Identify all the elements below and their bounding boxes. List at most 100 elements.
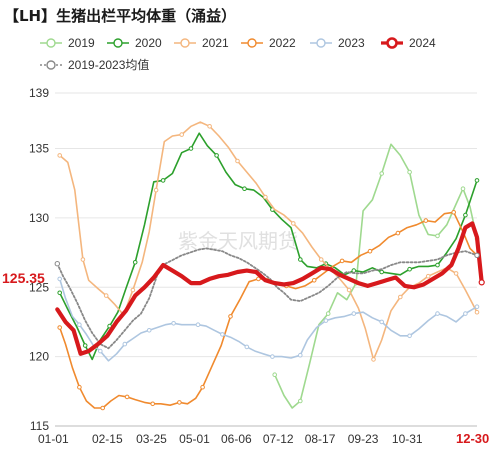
data-point [453,271,459,276]
data-point [435,262,440,268]
data-point [398,294,403,300]
end-point-2024 [478,279,485,286]
y-tick-label: 139 [29,86,49,100]
legend-label: 2024 [409,36,436,50]
data-point [351,311,357,316]
data-point [460,186,466,191]
data-point [150,401,155,407]
data-point [379,171,385,176]
data-point [407,333,412,339]
data-point [474,309,480,315]
data-point [146,328,152,333]
data-point [235,158,240,164]
legend: 2019 2020 2021 2022 2023 2024 2019-2023均值 [40,36,436,72]
series-2019-2023均值 [56,247,478,350]
data-point [318,257,324,262]
y-tick-label: 135 [29,142,49,156]
data-point [407,266,412,272]
last-value-callout: 125.35 [2,270,45,286]
x-tick-label: 07-12 [263,432,294,446]
data-point [298,257,303,262]
data-point [339,258,345,264]
data-point [379,269,385,275]
legend-marker [46,38,56,48]
data-point [351,268,357,273]
data-point [153,187,159,193]
data-point [177,400,182,405]
data-point [311,278,317,283]
data-point [57,153,63,158]
data-point [160,178,166,183]
data-point [298,352,303,358]
data-point [244,344,250,350]
x-tick-label: 09-23 [348,432,379,446]
data-point [188,146,194,151]
data-point [77,322,82,328]
legend-item-2020: 2020 [107,36,162,50]
legend-marker [180,38,190,48]
y-tick-label: 115 [30,419,49,433]
data-point [98,348,103,354]
legend-marker [247,38,257,48]
data-point [82,343,88,348]
data-point [214,153,219,158]
data-point [463,311,468,316]
start-point-mean [54,261,60,267]
x-tick-label: 10-31 [392,432,423,446]
data-point [256,276,261,282]
data-point [291,221,296,226]
data-point [395,230,401,236]
data-point [57,325,63,330]
x-tick-label: 08-17 [305,432,336,446]
data-point [57,276,63,282]
series-line-2019-2023均值 [56,247,478,350]
x-tick-label: 03-25 [136,432,167,446]
data-point [272,372,278,378]
series-2023 [57,276,480,362]
series-2024 [55,221,484,356]
data-point [100,405,105,411]
data-point [371,357,376,362]
data-point [474,304,480,310]
y-tick-label: 130 [29,211,49,225]
data-point [407,169,412,175]
legend-item-2024: 2024 [381,36,436,50]
data-point [220,332,225,337]
legend-label: 2023 [338,36,365,50]
legend-label: 2019-2023均值 [68,57,149,72]
data-point [367,248,373,254]
data-point [451,210,457,215]
data-point [435,311,440,316]
data-point [325,311,331,316]
end-point-mean [474,252,480,259]
data-point [435,233,440,239]
legend-label: 2020 [135,36,162,50]
data-point [228,314,233,319]
data-point [171,321,176,326]
x-axis-ticks: 01-01 02-15 03-25 05-01 06-06 07-12 08-17 09-23… [38,432,423,446]
legend-item-2019-2023均值: 2019-2023均值 [40,57,149,72]
data-point [207,124,212,129]
legend-marker [386,37,398,49]
data-point [474,178,480,183]
data-point [379,319,385,325]
legend-label: 2022 [269,36,296,50]
data-point [130,287,136,293]
data-point [77,384,82,390]
data-point [263,194,268,200]
data-point [270,354,275,359]
legend-item-2023: 2023 [310,36,365,50]
x-tick-label: 05-01 [179,432,210,446]
legend-label: 2019 [68,36,95,50]
legend-marker [316,38,326,48]
x-axis-end-label: 12-30 [456,431,489,446]
data-point [200,384,205,390]
data-point [463,212,468,218]
legend-item-2019: 2019 [40,36,95,50]
series-line-2023 [58,278,478,362]
data-point [80,257,86,262]
y-tick-label: 125 [29,280,49,294]
data-point [103,293,109,298]
series-line-2024 [55,221,484,356]
